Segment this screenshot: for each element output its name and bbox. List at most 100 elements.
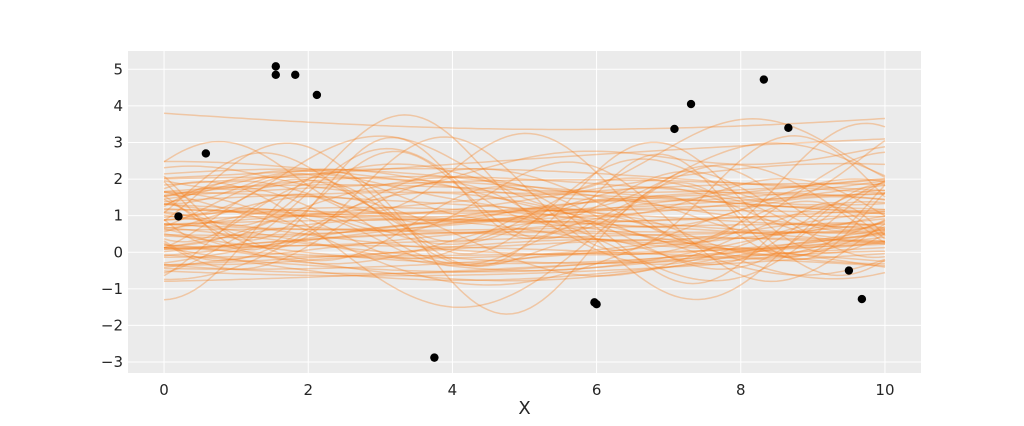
posterior-curve — [163, 147, 886, 248]
posterior-curve — [163, 177, 886, 249]
plot-area — [128, 51, 921, 373]
posterior-curve — [163, 161, 886, 283]
posterior-curve — [163, 180, 886, 270]
posterior-curve — [163, 231, 885, 250]
posterior-curve — [163, 190, 886, 229]
posterior-curve — [163, 232, 886, 282]
posterior-curve — [163, 214, 886, 256]
posterior-curve — [163, 246, 885, 282]
posterior-curve — [163, 152, 886, 259]
posterior-curve — [163, 237, 886, 266]
posterior-curve — [163, 240, 886, 275]
posterior-curve — [163, 179, 886, 282]
posterior-curve — [163, 122, 886, 243]
posterior-curve — [163, 177, 886, 236]
y-tick-label: 1 — [113, 207, 123, 225]
posterior-curve — [163, 150, 886, 258]
posterior-curve — [163, 191, 886, 286]
posterior-curve — [163, 138, 886, 186]
posterior-curve — [163, 145, 886, 193]
posterior-curve — [163, 139, 886, 255]
data-point — [844, 266, 854, 275]
x-tick-label: 8 — [736, 381, 746, 399]
posterior-curve — [163, 168, 886, 281]
posterior-curve — [163, 191, 886, 215]
x-tick-label: 6 — [592, 381, 602, 399]
y-tick-label: −3 — [101, 353, 123, 371]
posterior-curve — [163, 229, 886, 253]
data-point — [857, 294, 867, 304]
posterior-curve — [163, 215, 885, 269]
posterior-curve — [163, 238, 886, 268]
posterior-curve — [163, 218, 886, 272]
posterior-curve — [163, 172, 886, 239]
posterior-curve — [163, 191, 886, 239]
posterior-curve — [163, 112, 886, 131]
data-point — [784, 123, 793, 133]
posterior-curve — [164, 208, 886, 223]
posterior-curve — [163, 231, 885, 251]
data-point — [271, 62, 280, 71]
posterior-curve — [163, 226, 886, 264]
posterior-curve — [163, 219, 886, 245]
posterior-curve — [163, 168, 886, 217]
posterior-curve — [163, 114, 886, 232]
posterior-curve — [163, 176, 886, 213]
posterior-curve — [163, 181, 886, 270]
y-tick-label: −2 — [101, 316, 123, 334]
data-point — [759, 75, 769, 84]
posterior-curves — [163, 112, 886, 315]
data-point — [312, 90, 322, 100]
grid-lines — [128, 51, 921, 373]
data-point — [201, 149, 211, 158]
posterior-curve — [163, 222, 886, 270]
posterior-curve — [163, 163, 886, 309]
posterior-curve — [163, 209, 886, 221]
y-tick-label: −1 — [101, 280, 123, 298]
x-tick-label: 10 — [875, 381, 894, 399]
posterior-curve — [163, 215, 886, 274]
x-tick-label: 4 — [448, 381, 458, 399]
posterior-curve — [163, 228, 886, 263]
posterior-curve — [163, 201, 886, 285]
posterior-curve — [164, 160, 886, 202]
data-point — [271, 70, 280, 79]
y-tick-label: 4 — [113, 97, 123, 115]
posterior-curve — [163, 192, 886, 215]
posterior-curve — [163, 246, 886, 283]
posterior-curve — [163, 172, 885, 267]
posterior-curve — [163, 168, 886, 231]
posterior-curve — [163, 220, 886, 265]
y-tick-label: 2 — [113, 170, 123, 188]
posterior-curve — [163, 218, 886, 250]
posterior-curve — [163, 244, 886, 267]
posterior-curve — [164, 243, 886, 258]
posterior-curve — [163, 220, 886, 276]
x-tick-label: 2 — [303, 381, 313, 399]
posterior-curve — [163, 135, 886, 252]
posterior-curve — [163, 151, 886, 247]
y-tick-label: 0 — [113, 243, 123, 261]
posterior-curve — [163, 118, 886, 194]
posterior-curve — [163, 252, 886, 277]
data-point — [670, 124, 679, 134]
data-point — [592, 300, 601, 309]
x-axis-label: X — [518, 398, 530, 419]
posterior-curve — [163, 228, 886, 273]
y-tick-label: 3 — [113, 133, 123, 151]
posterior-curve — [163, 206, 886, 235]
data-point — [686, 99, 696, 109]
y-tick-label: 5 — [113, 60, 123, 78]
data-point — [291, 70, 300, 79]
observed-points — [174, 62, 867, 362]
posterior-curve — [163, 193, 886, 277]
posterior-curve — [163, 197, 886, 245]
posterior-curve — [163, 195, 886, 277]
posterior-curve — [163, 162, 886, 218]
posterior-curve — [163, 169, 886, 228]
data-point — [174, 212, 183, 221]
data-point — [430, 353, 439, 362]
posterior-curve — [163, 182, 886, 301]
y-tick-labels: −3 −2 −1 0 1 2 3 4 5 — [101, 60, 123, 371]
